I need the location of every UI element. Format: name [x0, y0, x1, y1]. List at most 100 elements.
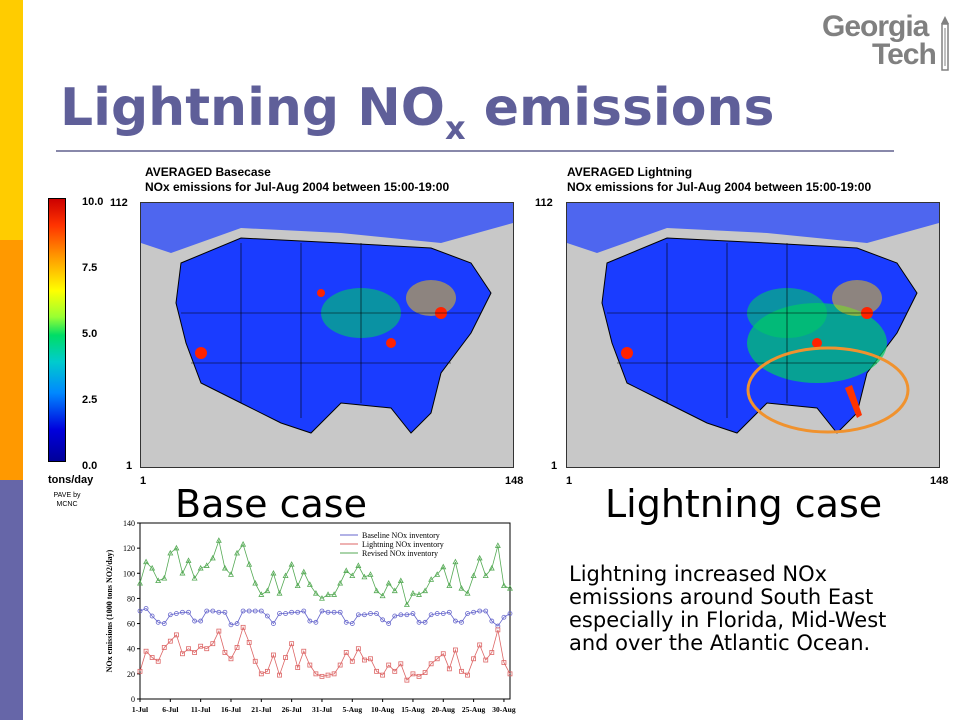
data-point — [301, 608, 307, 614]
data-point — [161, 645, 167, 650]
data-point — [289, 641, 295, 647]
data-point — [374, 668, 379, 674]
y-tick-label: 0 — [131, 695, 135, 704]
data-point — [361, 573, 368, 580]
data-point — [422, 619, 428, 625]
data-point — [507, 671, 513, 677]
x-tick-label: 6-Jul — [162, 705, 178, 714]
data-point — [385, 579, 392, 586]
data-point — [355, 646, 361, 652]
data-point — [428, 576, 435, 582]
data-point — [428, 661, 434, 667]
data-point — [434, 571, 441, 577]
data-point — [410, 611, 416, 616]
data-point — [258, 608, 264, 614]
data-point — [204, 646, 210, 652]
data-point — [337, 579, 344, 586]
data-point — [446, 666, 452, 672]
data-point — [228, 622, 234, 628]
data-point — [240, 624, 246, 630]
data-point — [173, 611, 179, 616]
data-point — [331, 591, 338, 597]
data-point — [392, 613, 398, 619]
data-point — [167, 638, 173, 644]
data-point — [252, 608, 258, 614]
x-tick-label: 21-Jul — [251, 705, 271, 714]
colorbar-tick: 0.0 — [82, 460, 98, 472]
data-point — [446, 609, 452, 615]
y-tick-label: 20 — [127, 670, 135, 679]
data-point — [349, 572, 356, 578]
data-point — [161, 621, 167, 626]
data-point — [343, 650, 349, 655]
data-point — [501, 614, 507, 620]
georgia-tech-logo: Georgia Tech — [822, 10, 952, 71]
data-point — [246, 608, 252, 614]
data-point — [277, 611, 282, 616]
left-map-xright: 148 — [505, 475, 524, 487]
right-map — [566, 202, 940, 468]
legend-label: Revised NOx inventory — [362, 549, 438, 558]
sidebar-band-purple — [0, 480, 23, 720]
data-point — [240, 608, 246, 614]
data-point — [434, 611, 440, 616]
data-point — [198, 643, 204, 649]
series-line — [139, 626, 511, 681]
data-point — [380, 672, 386, 678]
left-map-xleft: 1 — [140, 475, 147, 487]
data-point — [495, 627, 501, 633]
data-point — [313, 619, 319, 625]
data-point — [440, 651, 446, 657]
data-point — [203, 562, 210, 568]
data-point — [216, 628, 222, 634]
x-tick-label: 11-Jul — [191, 705, 211, 714]
data-point — [234, 621, 240, 626]
data-point — [137, 668, 143, 674]
data-point — [459, 668, 464, 674]
y-axis-label: NOx emissions (1000 tons NO2/day) — [105, 549, 114, 672]
data-point — [180, 609, 185, 615]
colorbar-tick: 2.5 — [82, 394, 98, 406]
slide-title: Lightning NOx emissions — [60, 78, 775, 147]
legend-label: Baseline NOx inventory — [362, 531, 440, 540]
title-divider — [56, 150, 894, 152]
data-point — [143, 648, 149, 654]
data-point — [379, 592, 386, 599]
x-tick-label: 15-Aug — [401, 705, 425, 714]
data-point — [349, 658, 355, 664]
data-point — [325, 591, 332, 597]
data-point — [337, 609, 343, 615]
data-point — [380, 617, 386, 623]
data-point — [391, 587, 398, 594]
data-point — [295, 665, 301, 670]
data-point — [464, 590, 471, 596]
data-point — [500, 582, 507, 589]
colorbar-credit: PAVE by MCNC — [53, 492, 81, 508]
data-point — [155, 577, 162, 584]
data-point — [264, 587, 271, 594]
data-point — [386, 662, 392, 668]
data-point — [440, 611, 446, 616]
data-point — [319, 673, 325, 679]
lightning-case-label: Lightning case — [605, 482, 883, 526]
data-point — [373, 587, 380, 594]
data-point — [325, 672, 331, 678]
data-point — [210, 608, 216, 614]
data-point — [416, 619, 422, 625]
data-point — [180, 651, 185, 657]
data-point — [440, 563, 447, 570]
data-point — [306, 581, 313, 587]
data-point — [368, 611, 373, 616]
data-point — [258, 591, 265, 597]
data-point — [453, 618, 458, 624]
data-point — [252, 658, 258, 664]
data-point — [355, 612, 361, 618]
data-point — [453, 647, 458, 653]
data-point — [222, 650, 228, 655]
data-point — [355, 562, 362, 568]
data-point — [318, 595, 325, 601]
data-point — [282, 572, 289, 578]
data-point — [434, 656, 440, 662]
data-point — [173, 632, 179, 638]
data-point — [398, 661, 404, 667]
